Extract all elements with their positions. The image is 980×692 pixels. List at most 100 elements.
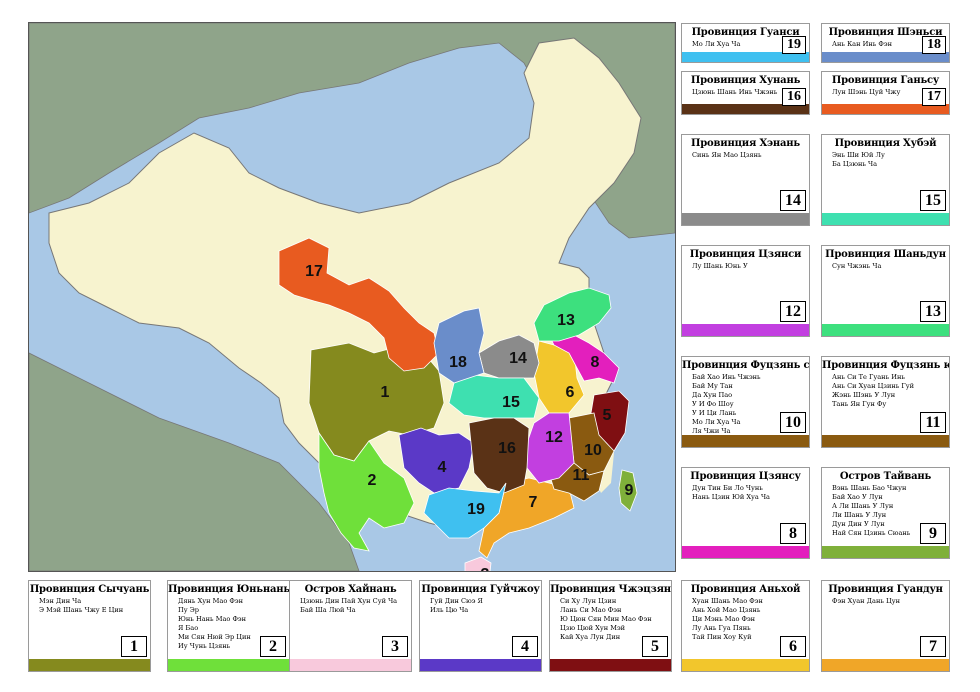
- legend-card-9: Остров Тайвань Вэнь Шань Бао Чжун Бай Хао …: [821, 467, 950, 559]
- tea-name: Да Хун Пао: [692, 391, 733, 399]
- tea-list: Цзюнь Дин Пай Хун Суй Ча Бай Ша Люй Ча: [300, 597, 407, 615]
- tea-name: Бай Хао Инь Чжэнь: [692, 373, 761, 381]
- tea-name: Ли Шань У Лун: [832, 511, 887, 519]
- card-number: 1: [121, 636, 147, 657]
- tea-name: Ань Си Те Гуань Инь: [832, 373, 905, 381]
- card-title: Провинция Хэнань: [690, 138, 801, 149]
- legend-card-2: Провинция Юньнань Дянь Хун Мао Фэн Пу Эр Юн…: [167, 580, 290, 672]
- province-label-10: 10: [584, 442, 602, 459]
- legend-card-16: Провинция Хунань Цзюнь Шань Инь Чжэнь 16: [681, 71, 810, 115]
- card-title: Провинция Хунань: [690, 75, 801, 86]
- province-region-3: [464, 556, 492, 571]
- tea-name: Иль Цю Ча: [430, 606, 469, 614]
- province-label-12: 12: [545, 429, 563, 446]
- tea-list: Фэн Хуан Дань Цун: [832, 597, 945, 606]
- color-bar: [682, 435, 809, 447]
- province-region-13: [533, 287, 612, 342]
- province-label-15: 15: [502, 394, 520, 411]
- legend-card-14: Провинция Хэнань Синь Ян Мао Цзянь 14: [681, 134, 810, 226]
- color-bar: [168, 659, 289, 671]
- province-region-9: [618, 469, 638, 512]
- card-title: Провинция Аньхой: [690, 584, 801, 595]
- province-label-1: 1: [381, 384, 390, 401]
- province-label-3: 3: [481, 566, 490, 571]
- color-bar: [550, 659, 671, 671]
- tea-list: Гуй Дин Сюэ Я Иль Цю Ча: [430, 597, 537, 615]
- tea-name: Лу Шань Юнь У: [692, 262, 748, 270]
- tea-name: Жэнь Шэнь У Лун: [832, 391, 896, 399]
- card-title: Остров Хайнань: [304, 584, 397, 595]
- province-region-19: [423, 482, 507, 539]
- card-title: Провинция Шаньдун: [825, 249, 946, 260]
- legend-card-7: Провинция Гуандун Фэн Хуан Дань Цун 7: [821, 580, 950, 672]
- china-tea-map: 12345678910111213141516171819: [28, 22, 676, 572]
- tea-name: Ля Чжи Ча: [692, 427, 731, 435]
- card-number: 17: [922, 88, 946, 106]
- legend-card-8: Провинция Цзянсу Дун Тин Би Ло Чунь Нань Ц…: [681, 467, 810, 559]
- card-number: 11: [920, 412, 946, 433]
- tea-name: Ю Цюн Сян Мин Мао Фэн: [560, 615, 652, 623]
- card-number: 8: [780, 523, 806, 544]
- card-number: 5: [642, 636, 668, 657]
- province-labels: 12345678910111213141516171819: [305, 263, 633, 571]
- card-title: Провинция Юньнань: [168, 584, 290, 595]
- tea-list: Дянь Хун Мао Фэн Пу Эр Юнь Нань Мао Фэн Я Б…: [178, 597, 285, 651]
- province-label-5: 5: [603, 407, 612, 424]
- tea-name: Лу Ань Гуа Пянь: [692, 624, 751, 632]
- card-number: 15: [920, 190, 946, 211]
- tea-name: Бай Хао У Лун: [832, 493, 883, 501]
- tea-name: Ань Хой Мао Цзянь: [692, 606, 761, 614]
- card-number: 10: [780, 412, 806, 433]
- legend-card-5: Провинция Чжэцзян Си Ху Лун Цзин Лань Си М…: [549, 580, 672, 672]
- tea-list: Ань Кан Инь Фэн: [832, 40, 945, 49]
- province-region-15: [448, 374, 540, 419]
- tea-name: Мэн Дин Ча: [39, 597, 82, 605]
- card-title: Провинция Гуанси: [691, 27, 800, 38]
- province-label-14: 14: [509, 350, 527, 367]
- card-number: 16: [782, 88, 806, 106]
- legend-card-11: Провинция Фуцзянь юг Ань Си Те Гуань Инь А…: [821, 356, 950, 448]
- province-label-4: 4: [438, 459, 447, 476]
- tea-name: Вэнь Шань Бао Чжун: [832, 484, 907, 492]
- color-bar: [822, 52, 949, 62]
- tea-name: Я Бао: [178, 624, 199, 632]
- card-number: 3: [382, 636, 408, 657]
- tea-name: Дун Дин У Лун: [832, 520, 885, 528]
- tea-list: Мэн Дин Ча Э Мэй Шань Чжу Е Цин: [39, 597, 146, 615]
- legend-card-15: Провинция Хубэй Энь Ши Юй Лу Ба Цзюнь Ча 15: [821, 134, 950, 226]
- surrounding-land-south: [29, 352, 360, 571]
- tea-name: Мо Ли Хуа Ча: [692, 418, 741, 426]
- legend-card-13: Провинция Шаньдун Сун Чжэнь Ча 13: [821, 245, 950, 337]
- color-bar: [822, 435, 949, 447]
- tea-name: Фэн Хуан Дань Цун: [832, 597, 901, 605]
- tea-name: Э Мэй Шань Чжу Е Цин: [39, 606, 124, 614]
- tea-name: Синь Ян Мао Цзянь: [692, 151, 762, 159]
- tea-name: Си Ху Лун Цзин: [560, 597, 617, 605]
- card-number: 18: [922, 36, 946, 54]
- tea-list: Лун Шэнь Цуй Чжу: [832, 88, 945, 97]
- card-number: 9: [920, 523, 946, 544]
- color-bar: [682, 324, 809, 336]
- card-title: Провинция Цзянсу: [690, 471, 801, 482]
- province-label-17: 17: [305, 263, 323, 280]
- tea-name: Бай Ша Люй Ча: [300, 606, 356, 614]
- card-title: Провинция Цзянси: [689, 249, 802, 260]
- province-region-8: [548, 334, 620, 384]
- tea-name: У И Ци Лань: [692, 409, 737, 417]
- province-label-16: 16: [498, 440, 516, 457]
- card-title: Провинция Шэньси: [828, 27, 943, 38]
- tea-list: Цзюнь Шань Инь Чжэнь: [692, 88, 805, 97]
- legend-card-12: Провинция Цзянси Лу Шань Юнь У 12: [681, 245, 810, 337]
- card-number: 4: [512, 636, 538, 657]
- province-region-14: [478, 334, 540, 379]
- tea-name: Пу Эр: [178, 606, 199, 614]
- legend-card-18: Провинция Шэньси Ань Кан Инь Фэн 18: [821, 23, 950, 63]
- card-title: Провинция Чжэцзян: [550, 584, 671, 595]
- tea-list: Сун Чжэнь Ча: [832, 262, 945, 271]
- card-title: Провинция Фуцзянь север: [682, 360, 810, 371]
- tea-name: Хуан Шань Мао Фэн: [692, 597, 763, 605]
- province-region-18: [433, 307, 485, 384]
- card-number: 12: [780, 301, 806, 322]
- tea-list: Лу Шань Юнь У: [692, 262, 805, 271]
- legend-card-17: Провинция Ганьсу Лун Шэнь Цуй Чжу 17: [821, 71, 950, 115]
